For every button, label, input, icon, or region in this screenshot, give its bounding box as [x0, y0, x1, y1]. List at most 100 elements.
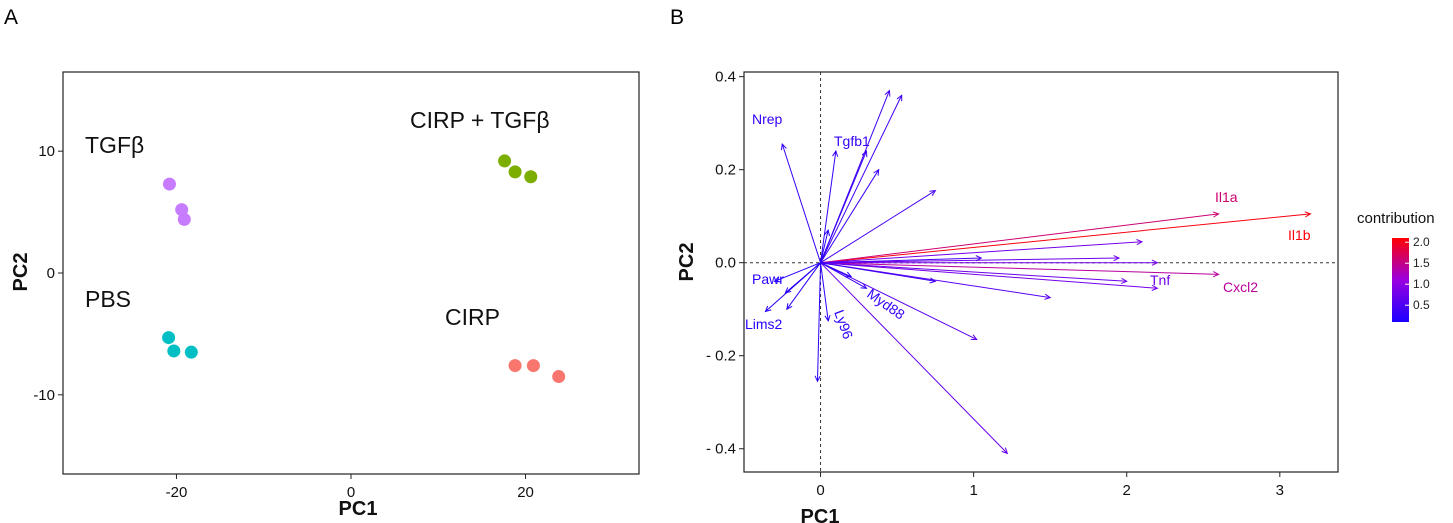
loading-arrow-nrep: [781, 143, 822, 263]
loading-arrow-lims2: [765, 262, 821, 312]
arrowhead: [832, 149, 839, 157]
loading-arrow: [820, 262, 1127, 282]
scatter-y-tick-label: 10: [38, 143, 55, 160]
variable-label-lims2: Lims2: [745, 316, 783, 332]
arrowhead: [861, 150, 868, 158]
variable-label-pawr: Pawr: [752, 271, 784, 287]
scatter-plot-frame: [62, 71, 640, 475]
arrowhead: [929, 189, 937, 196]
group-label-cirp-tgf: CIRP + TGFβ: [410, 107, 550, 133]
arrowhead: [814, 375, 821, 383]
biplot-x-tick-label: 0: [816, 482, 824, 499]
loading-arrow-il1a: [820, 213, 1219, 264]
legend-tick-label: 1.5: [1413, 256, 1430, 270]
arrowhead: [1304, 211, 1312, 218]
biplot-y-tick-label: 0.0: [715, 255, 736, 272]
pca-biplot-panel: 0 1 2 3 0.4 0.2 0.0 - 0.2 - 0.4 Il1b Il1a Cxcl2 Tnf…: [676, 69, 1435, 523]
scatter-x-axis-title: PC1: [339, 498, 378, 520]
arrowhead: [1151, 284, 1159, 291]
arrowhead: [929, 277, 937, 284]
arrowhead: [1136, 239, 1144, 246]
arrowhead: [975, 255, 983, 262]
loading-arrow: [820, 169, 880, 263]
arrowhead: [884, 89, 891, 97]
biplot-y-tick-label: - 0.2: [706, 348, 736, 365]
arrowhead: [845, 271, 853, 278]
arrowhead: [860, 283, 868, 289]
loading-arrow-tnf: [820, 262, 1158, 289]
panel-b-letter: B: [670, 6, 684, 29]
legend-title: contribution: [1357, 210, 1435, 227]
loading-arrow: [820, 262, 936, 282]
biplot-y-tick-label: 0.2: [715, 162, 736, 179]
scatter-point-cirp-tgf: [524, 170, 538, 184]
variable-label-tgfb1: Tgfb1: [834, 133, 870, 149]
variable-label-il1a: Il1a: [1215, 189, 1238, 205]
loading-arrow: [820, 257, 1120, 264]
arrowhead: [764, 305, 772, 313]
loading-arrow: [786, 262, 821, 310]
variable-label-cxcl2: Cxcl2: [1223, 279, 1258, 295]
scatter-point-cirp: [552, 370, 566, 384]
variable-label-tnf: Tnf: [1150, 272, 1170, 288]
loading-arrow-il1b: [820, 213, 1311, 264]
group-label-pbs: PBS: [85, 286, 131, 312]
variable-label-nrep: Nrep: [752, 111, 783, 127]
arrowhead: [1120, 277, 1128, 285]
arrowhead: [780, 142, 787, 151]
scatter-point-pbs: [167, 344, 181, 358]
scatter-point-cirp: [526, 359, 540, 373]
loading-arrow: [820, 262, 1008, 454]
legend-tick-label: 2.0: [1413, 235, 1430, 249]
arrowhead: [784, 287, 792, 294]
arrowhead: [1113, 255, 1121, 262]
scatter-point-tgf: [177, 212, 191, 226]
scatter-point-cirp-tgf: [498, 154, 512, 168]
variable-label-myd88: Myd88: [864, 285, 908, 322]
scatter-point-cirp-tgf: [508, 165, 522, 179]
scatter-x-tick-label: -20: [166, 484, 188, 501]
biplot-y-tick-label: 0.4: [715, 69, 736, 86]
biplot-x-tick-label: 2: [1123, 482, 1131, 499]
loading-arrow: [820, 262, 977, 340]
arrowhead: [1044, 293, 1052, 300]
loading-arrow-tgfb1: [820, 151, 837, 263]
loading-arrow: [820, 230, 829, 263]
arrowhead: [873, 168, 880, 176]
arrowhead: [786, 303, 793, 311]
biplot-y-axis-title: PC2: [676, 243, 698, 282]
biplot-y-tick-label: - 0.4: [706, 441, 736, 458]
arrowhead: [1212, 271, 1220, 278]
scatter-point-cirp: [508, 359, 522, 373]
scatter-point-pbs: [162, 331, 176, 345]
legend-tick-label: 1.0: [1413, 277, 1430, 291]
legend-tick-label: 0.5: [1413, 298, 1430, 312]
loading-arrow-cxcl2: [820, 262, 1219, 275]
loading-arrow: [820, 241, 1143, 264]
arrowhead: [1001, 447, 1009, 455]
scatter-point-tgf: [175, 203, 189, 217]
legend-color-bar: [1392, 238, 1409, 322]
contribution-legend: contribution 2.0 1.5 1.0 0.5: [1357, 210, 1435, 322]
scatter-x-tick-label: 20: [517, 484, 534, 501]
loading-arrow: [820, 95, 903, 263]
variable-label-il1b: Il1b: [1288, 227, 1311, 243]
biplot-x-tick-label: 1: [969, 482, 977, 499]
arrowhead: [1212, 211, 1220, 218]
scatter-point-tgf: [162, 177, 176, 191]
scatter-point-pbs: [184, 345, 198, 359]
arrowhead: [824, 229, 830, 237]
arrowhead: [896, 94, 903, 102]
loading-arrow: [820, 150, 867, 263]
biplot-x-axis-title: PC1: [801, 506, 840, 523]
panel-a-letter: A: [4, 6, 18, 29]
scatter-y-tick-label: 0: [47, 265, 55, 282]
loading-arrow: [774, 262, 821, 282]
group-label-cirp: CIRP: [445, 304, 500, 330]
scatter-y-tick-label: -10: [33, 387, 55, 404]
arrowhead: [773, 276, 781, 283]
loading-arrow: [820, 257, 982, 264]
loading-arrow: [816, 262, 822, 382]
arrowhead: [1151, 259, 1159, 266]
